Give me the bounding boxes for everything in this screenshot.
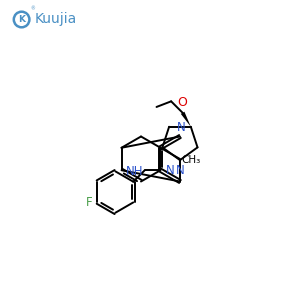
Text: NH: NH xyxy=(125,165,143,178)
Text: O: O xyxy=(177,96,187,109)
Text: K: K xyxy=(18,15,25,24)
Text: Kuujia: Kuujia xyxy=(34,13,76,26)
Text: N: N xyxy=(177,121,186,134)
Text: ®: ® xyxy=(30,7,35,12)
Text: F: F xyxy=(86,196,93,209)
Text: CH₃: CH₃ xyxy=(182,155,201,165)
Polygon shape xyxy=(181,112,191,127)
Text: N: N xyxy=(166,164,175,177)
Text: N: N xyxy=(176,164,184,177)
